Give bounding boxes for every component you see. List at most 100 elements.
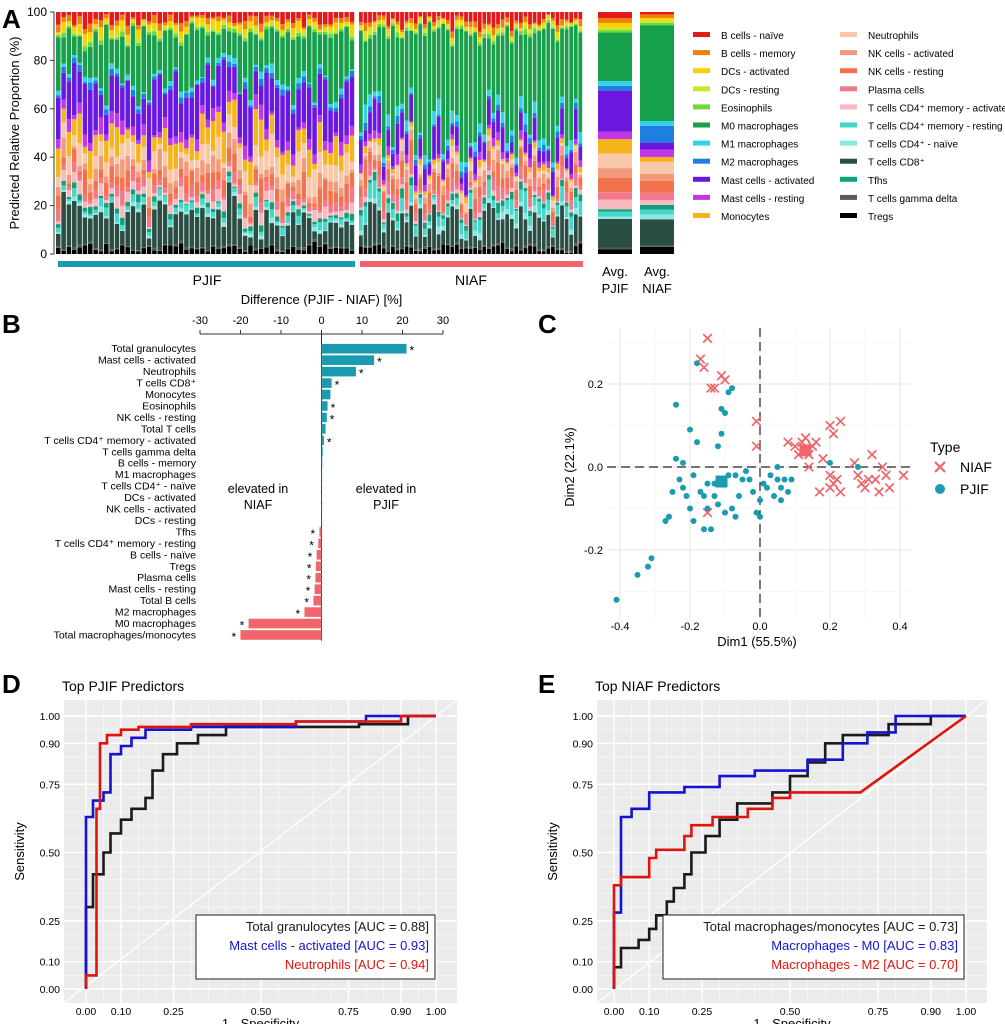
a-bar-pjif-4-seg-b-cells-memory xyxy=(72,25,77,27)
a-bar-niaf-16-seg-dcs-resting xyxy=(427,19,432,21)
a-bar-niaf-18-seg-mast-cells-activated xyxy=(436,116,441,155)
a-bar-pjif-22-seg-plasma-cells xyxy=(168,201,173,206)
a-bar-pjif-15-seg-nk-cells-resting xyxy=(130,166,136,170)
a-bar-pjif-45-seg-monocytes xyxy=(290,165,296,177)
a-legend-label-t-cells-cd4-memory-resting: T cells CD4⁺ memory - resting xyxy=(868,122,1003,133)
b-significance-star-total-macrophages-monocytes: * xyxy=(232,630,237,644)
a-bar-niaf-48-seg-nk-cells-activated xyxy=(573,151,578,165)
a-bar-niaf-19-seg-eosinophils xyxy=(441,23,446,25)
a-bar-niaf-38-seg-t-cells-cd4-memory-resting xyxy=(528,216,532,226)
a-bar-pjif-56-seg-b-cells-na-ve xyxy=(349,12,355,22)
a-bar-pjif-17-seg-tregs xyxy=(141,248,146,254)
a-bar-niaf-4-seg-tfhs xyxy=(372,171,377,181)
a-bar-niaf-24-seg-eosinophils xyxy=(464,30,468,32)
a-bar-niaf-5-seg-nk-cells-resting xyxy=(377,160,382,176)
a-bar-niaf-6-seg-nk-cells-resting xyxy=(381,192,386,212)
a-bar-niaf-8-seg-dcs-resting xyxy=(391,20,395,24)
a-bar-pjif-46-seg-b-cells-memory xyxy=(296,18,301,21)
a-bar-pjif-39-seg-b-cells-na-ve xyxy=(258,12,264,24)
a-bar-niaf-46-seg-dcs-activated xyxy=(564,21,569,25)
a-bar-niaf-37-seg-m0-macrophages xyxy=(523,34,528,114)
a-bar-pjif-30-seg-tregs xyxy=(210,246,216,254)
a-bar-pjif-50-seg-m2-macrophages xyxy=(317,68,323,74)
a-bar-niaf-38-seg-t-cells-cd8 xyxy=(528,230,532,244)
a-bar-niaf-11-seg-m0-macrophages xyxy=(404,30,409,121)
a-bar-niaf-39-seg-b-cells-na-ve xyxy=(532,12,537,23)
d-y-tick-label: 0.25 xyxy=(40,916,61,928)
a-bar-pjif-28-seg-monocytes xyxy=(200,113,205,145)
a-bar-niaf-30-seg-nk-cells-activated xyxy=(491,159,496,172)
c-point-niaf-1 xyxy=(702,333,713,344)
a-bar-niaf-46-seg-mast-cells-activated xyxy=(564,158,569,169)
a-bar-pjif-22-seg-monocytes xyxy=(168,145,173,170)
c-point-niaf-14 xyxy=(800,433,811,443)
a-bar-niaf-3-seg-t-cells-cd4-memory-activated xyxy=(368,175,372,181)
a-bar-pjif-35-seg-dcs-activated xyxy=(237,24,243,32)
a-bar-niaf-2-seg-t-cells-gamma-delta xyxy=(363,245,368,248)
a-bar-pjif-17-seg-t-cells-cd4-memory-resting xyxy=(141,196,146,203)
a-bar-pjif-36-seg-tfhs xyxy=(242,228,248,232)
a-bar-niaf-37-seg-m1-macrophages xyxy=(523,113,528,125)
b-category-label-eosinophils: Eosinophils xyxy=(142,400,196,412)
a-bar-niaf-10-seg-t-cells-cd4-memory-activated xyxy=(400,184,404,189)
a-bar-niaf-10-seg-nk-cells-resting xyxy=(400,160,404,178)
a-bar-niaf-11-seg-mast-cells-activated xyxy=(404,133,409,155)
a-bar-pjif-35-seg-plasma-cells xyxy=(237,185,243,195)
c-centroid-pjif xyxy=(715,475,728,488)
a-bar-pjif-49-seg-eosinophils xyxy=(312,29,317,33)
a-bar-niaf-5-seg-t-cells-cd8 xyxy=(377,210,382,244)
a-bar-pjif-32-seg-t-cells-cd8 xyxy=(221,226,227,247)
a-bar-pjif-26-seg-t-cells-cd4-na-ve xyxy=(189,208,195,210)
a-bar-niaf-25-seg-b-cells-memory xyxy=(468,21,473,27)
a-bar-niaf-49-seg-t-cells-gamma-delta xyxy=(578,241,583,244)
a-bar-niaf-25-seg-t-cells-cd4-memory-activated xyxy=(468,187,473,190)
a-bar-niaf-20-seg-nk-cells-resting xyxy=(445,177,450,191)
a-bar-pjif-20-seg-neutrophils xyxy=(157,144,162,149)
a-bar-pjif-10-seg-dcs-resting xyxy=(104,21,109,24)
a-bar-pjif-50-seg-m0-macrophages xyxy=(317,34,323,65)
a-bar-pjif-5-seg-mast-cells-resting xyxy=(77,102,82,114)
a-bar-pjif-40-seg-neutrophils xyxy=(264,150,269,170)
a-bar-niaf-4-seg-t-cells-gamma-delta xyxy=(372,242,377,246)
a-bar-pjif-32-seg-t-cells-cd4-memory-activated xyxy=(221,199,227,212)
a-bar-pjif-17-seg-mast-cells-activated xyxy=(141,98,146,125)
a-bar-niaf-46-seg-nk-cells-resting xyxy=(564,181,569,193)
a-bar-pjif-1-seg-nk-cells-resting xyxy=(56,195,61,210)
a-bar-niaf-31-seg-mast-cells-resting xyxy=(496,132,500,141)
a-bar-niaf-1-seg-b-cells-na-ve xyxy=(359,12,363,22)
a-bar-niaf-32-seg-mast-cells-resting xyxy=(500,152,505,159)
a-bar-pjif-53-seg-b-cells-memory xyxy=(333,17,339,23)
a-bar-avg-pjif-seg-eosinophils xyxy=(598,30,632,33)
a-bar-niaf-16-seg-mast-cells-resting xyxy=(427,174,432,176)
a-bar-pjif-47-seg-t-cells-cd4-memory-activated xyxy=(301,202,307,206)
d-y-tick-label: 0.75 xyxy=(40,779,61,791)
b-category-label-dcs-activated: DCs - activated xyxy=(124,492,196,504)
a-bar-pjif-53-seg-nk-cells-activated xyxy=(333,181,339,193)
a-legend-label-m1-macrophages: M1 macrophages xyxy=(721,140,798,151)
a-bar-pjif-13-seg-t-cells-cd4-memory-activated xyxy=(120,205,125,218)
a-legend-swatch-t-cells-gamma-delta xyxy=(840,194,857,200)
a-bar-niaf-5-seg-plasma-cells xyxy=(377,175,382,188)
a-bar-pjif-47-seg-mast-cells-resting xyxy=(301,122,307,129)
a-bar-pjif-11-seg-t-cells-cd4-memory-resting xyxy=(109,196,114,202)
a-bar-niaf-1-seg-mast-cells-activated xyxy=(359,139,363,165)
a-bar-pjif-41-seg-t-cells-cd4-memory-resting xyxy=(269,209,275,218)
a-bar-niaf-22-seg-mast-cells-resting xyxy=(455,145,459,152)
c-point-niaf-31-b xyxy=(867,449,877,460)
a-bar-pjif-41-seg-m1-macrophages xyxy=(269,63,275,73)
a-bar-niaf-41-seg-nk-cells-activated xyxy=(541,173,546,184)
a-bar-pjif-34-seg-mast-cells-activated xyxy=(232,66,237,94)
a-bar-pjif-45-seg-m0-macrophages xyxy=(290,39,296,106)
a-bar-niaf-30-seg-tfhs xyxy=(491,195,496,201)
a-bar-pjif-21-seg-m2-macrophages xyxy=(162,92,168,95)
a-bar-pjif-46-seg-m1-macrophages xyxy=(296,77,301,84)
a-bar-pjif-2-seg-t-cells-cd8 xyxy=(61,191,66,250)
a-bar-pjif-20-seg-plasma-cells xyxy=(157,180,162,185)
a-bar-niaf-47-seg-monocytes xyxy=(569,179,574,182)
c-point-niaf-27-b xyxy=(853,470,863,481)
c-point-pjif-58 xyxy=(757,513,763,520)
c-point-pjif-46 xyxy=(781,476,788,483)
a-bar-pjif-33-seg-t-cells-cd4-memory-resting xyxy=(226,176,232,182)
a-bar-pjif-46-seg-mast-cells-activated xyxy=(296,89,301,128)
c-point-pjif-35 xyxy=(750,488,756,495)
